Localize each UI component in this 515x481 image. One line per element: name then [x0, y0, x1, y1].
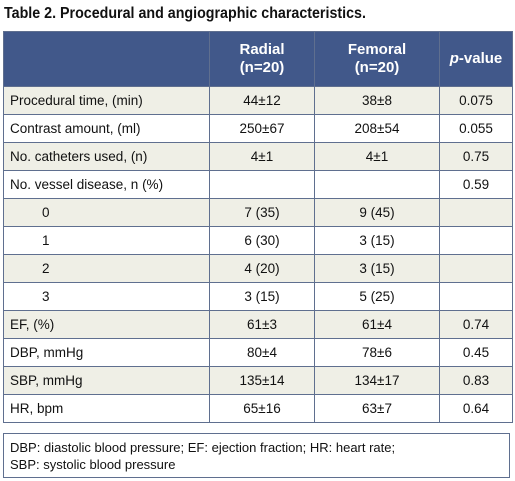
table-row: No. catheters used, (n) 4±1 4±1 0.75 — [3, 142, 513, 171]
femoral-value: 3 (15) — [314, 254, 440, 283]
row-label: 2 — [3, 254, 210, 283]
radial-value: 7 (35) — [209, 198, 315, 227]
row-label: 0 — [3, 198, 210, 227]
table-row: 1 6 (30) 3 (15) — [3, 226, 513, 255]
table-row: 2 4 (20) 3 (15) — [3, 254, 513, 283]
header-radial-label: Radial — [239, 41, 285, 58]
p-value: 0.075 — [439, 86, 513, 115]
radial-value: 44±12 — [209, 86, 315, 115]
p-value: 0.055 — [439, 114, 513, 143]
row-label: DBP, mmHg — [3, 338, 210, 367]
radial-value — [209, 170, 315, 199]
table-row: 0 7 (35) 9 (45) — [3, 198, 513, 227]
p-value: 0.64 — [439, 394, 513, 423]
radial-value: 3 (15) — [209, 282, 315, 311]
table-row: SBP, mmHg 135±14 134±17 0.83 — [3, 366, 513, 395]
p-value — [439, 226, 513, 255]
p-value — [439, 198, 513, 227]
row-label: 3 — [3, 282, 210, 311]
radial-value: 250±67 — [209, 114, 315, 143]
femoral-value — [314, 170, 440, 199]
p-value: 0.74 — [439, 310, 513, 339]
table-title: Table 2. Procedural and angiographic cha… — [4, 5, 366, 22]
table-row: No. vessel disease, n (%) 0.59 — [3, 170, 513, 199]
row-label: SBP, mmHg — [3, 366, 210, 395]
p-value: 0.83 — [439, 366, 513, 395]
femoral-value: 3 (15) — [314, 226, 440, 255]
radial-value: 80±4 — [209, 338, 315, 367]
header-p-rest: -value — [458, 50, 503, 67]
row-label: Contrast amount, (ml) — [3, 114, 210, 143]
row-label: EF, (%) — [3, 310, 210, 339]
radial-value: 4 (20) — [209, 254, 315, 283]
femoral-value: 134±17 — [314, 366, 440, 395]
footnote-line-1: DBP: diastolic blood pressure; EF: eject… — [10, 440, 396, 455]
header-empty — [3, 31, 210, 87]
header-femoral-label: Femoral — [347, 41, 407, 58]
femoral-value: 61±4 — [314, 310, 440, 339]
radial-value: 65±16 — [209, 394, 315, 423]
radial-value: 61±3 — [209, 310, 315, 339]
row-label: Procedural time, (min) — [3, 86, 210, 115]
row-label: No. vessel disease, n (%) — [3, 170, 210, 199]
femoral-value: 9 (45) — [314, 198, 440, 227]
femoral-value: 63±7 — [314, 394, 440, 423]
p-value: 0.59 — [439, 170, 513, 199]
femoral-value: 208±54 — [314, 114, 440, 143]
radial-value: 135±14 — [209, 366, 315, 395]
femoral-value: 78±6 — [314, 338, 440, 367]
femoral-value: 38±8 — [314, 86, 440, 115]
p-value: 0.45 — [439, 338, 513, 367]
header-row: Radial (n=20) Femoral (n=20) p-value — [3, 31, 513, 87]
p-value — [439, 282, 513, 311]
femoral-value: 5 (25) — [314, 282, 440, 311]
header-radial: Radial (n=20) — [209, 31, 315, 87]
p-value — [439, 254, 513, 283]
table-row: 3 3 (15) 5 (25) — [3, 282, 513, 311]
table-row: Contrast amount, (ml) 250±67 208±54 0.05… — [3, 114, 513, 143]
femoral-value: 4±1 — [314, 142, 440, 171]
row-label: No. catheters used, (n) — [3, 142, 210, 171]
header-femoral: Femoral (n=20) — [314, 31, 440, 87]
row-label: 1 — [3, 226, 210, 255]
header-radial-n: (n=20) — [239, 59, 285, 76]
table-row: HR, bpm 65±16 63±7 0.64 — [3, 394, 513, 423]
table-row: DBP, mmHg 80±4 78±6 0.45 — [3, 338, 513, 367]
radial-value: 4±1 — [209, 142, 315, 171]
table-row: EF, (%) 61±3 61±4 0.74 — [3, 310, 513, 339]
row-label: HR, bpm — [3, 394, 210, 423]
radial-value: 6 (30) — [209, 226, 315, 255]
footnote-line-2: SBP: systolic blood pressure — [10, 457, 176, 472]
header-p-value: p-value — [439, 31, 513, 87]
header-p-italic: p — [449, 50, 459, 67]
table-row: Procedural time, (min) 44±12 38±8 0.075 — [3, 86, 513, 115]
table-footnote: DBP: diastolic blood pressure; EF: eject… — [3, 433, 510, 478]
header-femoral-n: (n=20) — [354, 59, 400, 76]
p-value: 0.75 — [439, 142, 513, 171]
characteristics-table: Radial (n=20) Femoral (n=20) p-value Pro… — [3, 31, 513, 423]
